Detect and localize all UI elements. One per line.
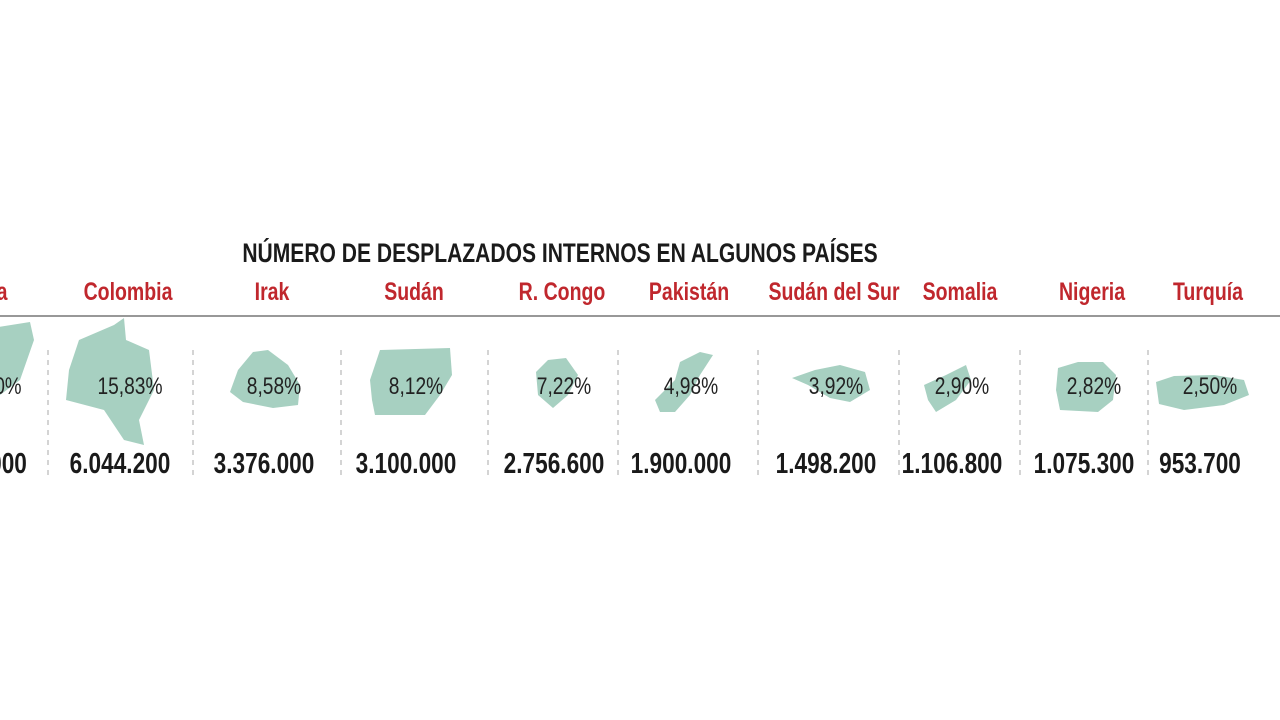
country-name: Sudán del Sur bbox=[768, 278, 900, 306]
country-count: 953.700 bbox=[1159, 448, 1241, 480]
country-map bbox=[66, 318, 154, 445]
country-map bbox=[1156, 375, 1249, 410]
country-name: Sudán bbox=[384, 278, 444, 306]
country-count: 3.376.000 bbox=[213, 448, 315, 480]
country-count: 1.075.300 bbox=[1033, 448, 1135, 480]
country-map bbox=[230, 350, 300, 408]
country-map bbox=[536, 358, 578, 408]
country-name: Nigeria bbox=[1058, 278, 1126, 306]
country-share: 8,12% bbox=[388, 373, 444, 400]
country-name: R. Congo bbox=[518, 278, 606, 306]
country-name: Irak bbox=[254, 278, 290, 306]
country-share: 0% bbox=[0, 373, 22, 400]
country-share: 2,50% bbox=[1182, 373, 1238, 400]
country-map bbox=[655, 352, 713, 412]
country-share: 2,90% bbox=[934, 373, 990, 400]
country-map bbox=[924, 365, 971, 412]
country-map bbox=[370, 348, 452, 415]
country-share: 2,82% bbox=[1066, 373, 1122, 400]
country-count: 1.900.000 bbox=[630, 448, 732, 480]
country-count: 000 bbox=[0, 448, 27, 480]
country-count: 6.044.200 bbox=[69, 448, 171, 480]
country-name: Somalia bbox=[922, 278, 998, 306]
country-share: 4,98% bbox=[663, 373, 719, 400]
country-map bbox=[792, 365, 870, 402]
country-name: Turquía bbox=[1172, 278, 1244, 306]
country-map bbox=[0, 322, 34, 395]
country-share: 3,92% bbox=[808, 373, 864, 400]
title: NÚMERO DE DESPLAZADOS INTERNOS EN ALGUNO… bbox=[242, 238, 878, 268]
country-name: a bbox=[0, 278, 7, 307]
country-count: 1.106.800 bbox=[901, 448, 1003, 480]
country-name: Colombia bbox=[83, 278, 173, 306]
country-count: 1.498.200 bbox=[775, 448, 877, 480]
country-map bbox=[1056, 362, 1116, 412]
country-share: 15,83% bbox=[97, 373, 163, 400]
country-share: 7,22% bbox=[536, 373, 592, 400]
country-count: 2.756.600 bbox=[503, 448, 605, 480]
country-count: 3.100.000 bbox=[355, 448, 457, 480]
country-share: 8,58% bbox=[246, 373, 302, 400]
country-name: Pakistán bbox=[648, 278, 730, 306]
